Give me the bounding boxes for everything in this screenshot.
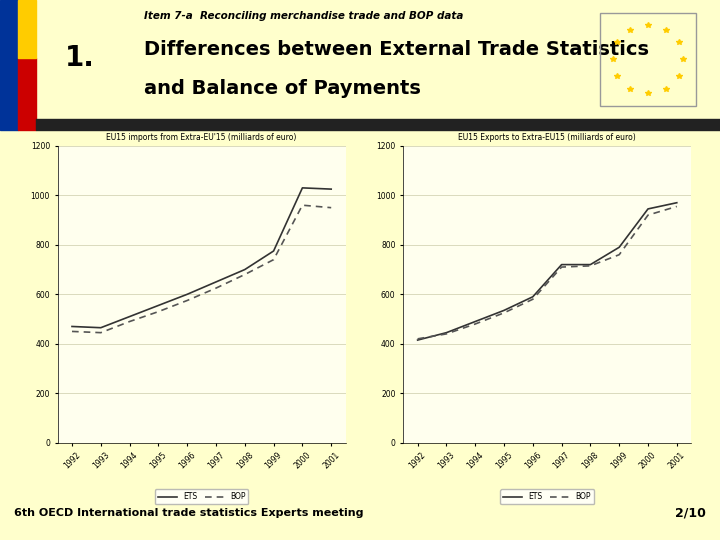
Text: 1.: 1. (65, 44, 94, 72)
Bar (36, 119, 720, 130)
Text: and Balance of Payments: and Balance of Payments (144, 79, 421, 98)
Legend: ETS, BOP: ETS, BOP (500, 489, 594, 504)
Bar (0, 0, 18, 130)
Bar (18, 0, 36, 58)
Bar (18, 58, 36, 130)
Text: Differences between External Trade Statistics: Differences between External Trade Stati… (144, 40, 649, 59)
Title: EU15 Exports to Extra-EU15 (milliards of euro): EU15 Exports to Extra-EU15 (milliards of… (459, 133, 636, 142)
Text: Item 7-a  Reconciling merchandise trade and BOP data: Item 7-a Reconciling merchandise trade a… (144, 11, 464, 21)
Title: EU15 imports from Extra-EU'15 (milliards of euro): EU15 imports from Extra-EU'15 (milliards… (107, 133, 297, 142)
Text: 2/10: 2/10 (675, 507, 706, 519)
Legend: ETS, BOP: ETS, BOP (155, 489, 248, 504)
Text: 6th OECD International trade statistics Experts meeting: 6th OECD International trade statistics … (14, 508, 364, 518)
